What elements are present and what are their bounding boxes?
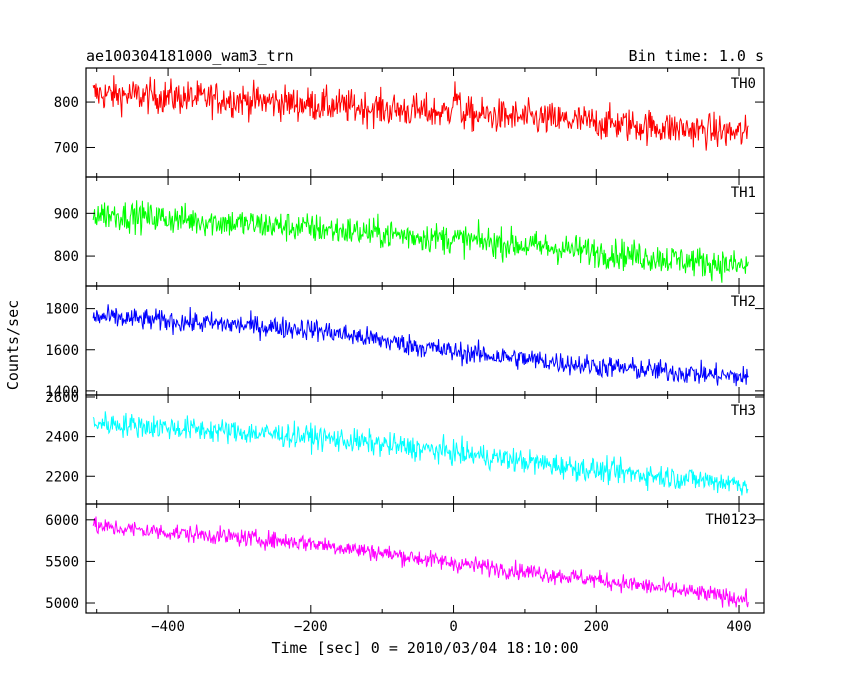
y-axis-label: Counts/sec xyxy=(4,300,22,390)
x-tick-label: −200 xyxy=(294,619,328,635)
y-tick-label: 800 xyxy=(54,95,79,111)
series-line-th1 xyxy=(92,200,749,283)
panel-name-label: TH0123 xyxy=(705,512,756,528)
y-tick-label: 800 xyxy=(54,249,79,265)
panel-frame xyxy=(85,176,765,287)
series-line-th2 xyxy=(92,304,749,387)
panel-name-label: TH3 xyxy=(731,403,756,419)
y-tick-label: 6000 xyxy=(45,513,79,529)
panel-frame xyxy=(85,285,765,396)
y-tick-label: 1800 xyxy=(45,302,79,318)
chart-title: ae100304181000_wam3_trn xyxy=(86,47,294,65)
panel-name-label: TH2 xyxy=(731,294,756,310)
panel-th1: 800 900 TH1 xyxy=(54,176,765,287)
y-tick-label: 700 xyxy=(54,140,79,156)
series-line-th0123 xyxy=(92,516,749,608)
series-line-th3 xyxy=(92,411,749,496)
panel-name-label: TH0 xyxy=(731,76,756,92)
panel-th0123: 5000 5500 6000 TH0123 xyxy=(45,503,765,614)
y-tick-label: 5500 xyxy=(45,554,79,570)
y-tick-label: 1600 xyxy=(45,343,79,359)
panel-frame xyxy=(85,503,765,614)
bin-time-label: Bin time: 1.0 s xyxy=(629,47,764,65)
panels-group: 700 800 TH0 800 900 TH1 1400 1600 1800 TH2 2200 240… xyxy=(45,67,765,635)
y-tick-label: 5000 xyxy=(45,596,79,612)
x-axis-label: Time [sec] 0 = 2010/03/04 18:10:00 xyxy=(271,639,578,657)
y-tick-label: 2400 xyxy=(45,430,79,446)
panel-th2: 1400 1600 1800 TH2 xyxy=(45,285,765,400)
y-tick-label: 2600 xyxy=(45,390,79,406)
panel-th3: 2200 2400 2600 TH3 xyxy=(45,390,765,505)
x-tick-label: 200 xyxy=(584,619,609,635)
x-tick-label: −400 xyxy=(151,619,185,635)
y-tick-label: 900 xyxy=(54,206,79,222)
y-tick-label: 1400 xyxy=(45,384,79,400)
series-line-th0 xyxy=(92,75,749,151)
x-tick-label: 400 xyxy=(726,619,751,635)
panel-name-label: TH1 xyxy=(731,185,756,201)
y-tick-label: 2200 xyxy=(45,469,79,485)
panel-th0: 700 800 TH0 xyxy=(54,67,765,178)
x-tick-label: 0 xyxy=(449,619,457,635)
